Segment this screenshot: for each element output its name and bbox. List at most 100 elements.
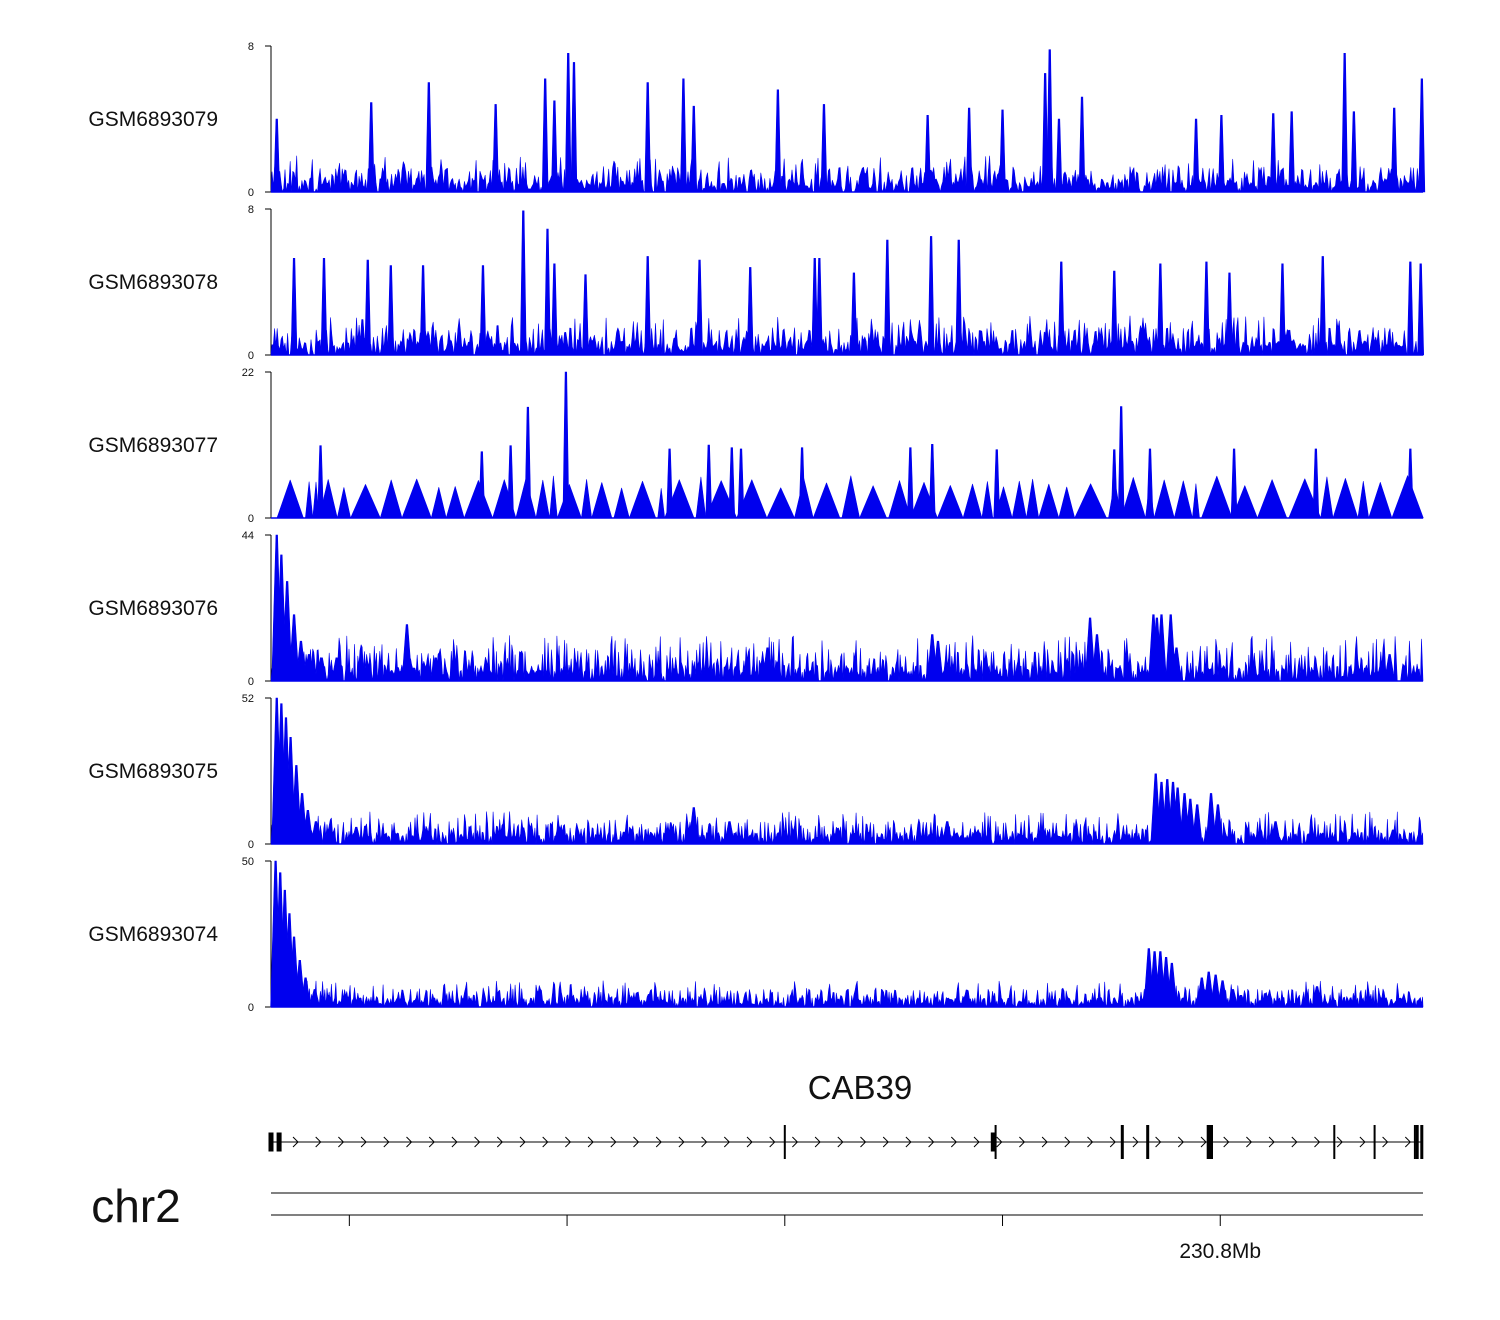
- signal-peak: [1418, 78, 1426, 193]
- signal-peak: [1057, 261, 1065, 356]
- gene-exon: [1206, 1125, 1211, 1159]
- strand-arrow: [655, 1136, 662, 1148]
- signal-peak: [317, 445, 324, 519]
- strand-arrow: [519, 1136, 526, 1148]
- strand-arrow: [837, 1136, 844, 1148]
- signal-peak: [955, 239, 963, 356]
- signal-peak: [1269, 113, 1277, 193]
- signal-peak: [1227, 989, 1239, 1008]
- strand-arrow: [1314, 1136, 1321, 1148]
- signal-peak: [798, 447, 806, 519]
- strand-arrow: [1382, 1136, 1389, 1148]
- signal-peak: [927, 236, 935, 356]
- signal-peak: [644, 256, 652, 356]
- signal-peak: [746, 267, 754, 356]
- signal-peak: [582, 274, 589, 356]
- gene-exon: [990, 1132, 996, 1152]
- track-label: GSM6893076: [88, 597, 218, 620]
- signal-peak: [401, 624, 413, 682]
- signal-peak: [1055, 118, 1063, 193]
- y-min-label: 0: [248, 676, 254, 688]
- gene-exon: [1209, 1125, 1213, 1159]
- strand-arrow: [428, 1136, 435, 1148]
- gene-exon: [1415, 1125, 1419, 1159]
- gene-exon: [783, 1125, 786, 1159]
- y-max-label: 22: [242, 367, 254, 379]
- signal-peak: [737, 448, 745, 519]
- strand-arrow: [860, 1136, 867, 1148]
- signal-peak: [928, 444, 936, 519]
- signal-peak: [425, 82, 433, 193]
- signal-peak: [965, 107, 973, 193]
- strand-arrow: [996, 1136, 1003, 1148]
- strand-arrow: [360, 1136, 367, 1148]
- signal-peak: [562, 371, 570, 519]
- signal-peak: [728, 447, 736, 519]
- signal-peak: [570, 62, 578, 193]
- signal-peak: [478, 451, 486, 519]
- signal-background: [270, 635, 1424, 682]
- signal-peak: [367, 102, 375, 193]
- signal-peak: [1384, 654, 1395, 682]
- strand-arrow: [1223, 1136, 1230, 1148]
- signal-background: [270, 980, 1424, 1008]
- signal-peak: [564, 52, 572, 193]
- track-label: GSM6893078: [88, 271, 218, 294]
- strand-arrow: [973, 1136, 980, 1148]
- signal-peak: [705, 444, 713, 519]
- signal-peak: [999, 109, 1006, 193]
- signal-peak: [551, 263, 558, 356]
- strand-arrow: [701, 1136, 708, 1148]
- strand-arrow: [950, 1136, 958, 1148]
- y-max-label: 52: [242, 693, 254, 705]
- signal-peak: [1110, 270, 1118, 356]
- chromosome-label: chr2: [91, 1180, 180, 1232]
- gene-exon: [994, 1125, 997, 1159]
- signal-peak: [1226, 272, 1233, 356]
- signal-peak: [1319, 256, 1327, 356]
- signal-peak: [993, 449, 1001, 519]
- y-min-label: 0: [248, 187, 254, 199]
- signal-peak: [1157, 263, 1164, 356]
- strand-arrow: [1404, 1136, 1412, 1148]
- signal-peak: [696, 259, 703, 356]
- strand-arrow: [565, 1136, 572, 1148]
- strand-arrow: [1132, 1136, 1139, 1148]
- y-max-label: 8: [248, 41, 254, 53]
- strand-arrow: [678, 1136, 685, 1148]
- signal-background: [270, 155, 1424, 193]
- strand-arrow: [1336, 1136, 1343, 1148]
- strand-arrow: [1359, 1136, 1366, 1148]
- signal-peak: [1078, 96, 1086, 193]
- signal-peak: [774, 89, 782, 193]
- strand-arrow: [1109, 1136, 1116, 1148]
- signal-peak: [1146, 448, 1154, 519]
- signal-tracks: GSM689307980GSM689307880GSM6893077220GSM…: [88, 41, 1426, 1014]
- signal-peak: [1046, 49, 1054, 193]
- signal-peak: [820, 104, 828, 193]
- signal-peak: [644, 82, 652, 193]
- strand-arrow: [315, 1136, 322, 1148]
- strand-arrow: [928, 1136, 935, 1148]
- strand-arrow: [814, 1136, 821, 1148]
- genome-axis: chr2 230.8Mb: [91, 1180, 1423, 1263]
- signal-peak: [1390, 107, 1398, 193]
- signal-peak: [1312, 448, 1320, 519]
- signal-peak: [680, 78, 687, 193]
- signal-peak: [364, 259, 372, 356]
- signal-peak: [290, 257, 298, 356]
- track-label: GSM6893077: [88, 434, 218, 457]
- strand-arrow: [1019, 1136, 1026, 1148]
- strand-arrow: [1200, 1136, 1207, 1148]
- y-max-label: 44: [242, 530, 254, 542]
- gene-exon: [1120, 1125, 1124, 1159]
- gene-exon: [268, 1132, 274, 1152]
- signal-background: [270, 315, 1424, 356]
- signal-peak: [1230, 448, 1238, 519]
- track-label: GSM6893074: [88, 923, 218, 946]
- signal-peak: [1407, 448, 1414, 519]
- strand-arrow: [905, 1136, 912, 1148]
- gene-exon: [1373, 1125, 1376, 1159]
- signal-peak: [1117, 406, 1125, 519]
- y-max-label: 8: [248, 204, 254, 216]
